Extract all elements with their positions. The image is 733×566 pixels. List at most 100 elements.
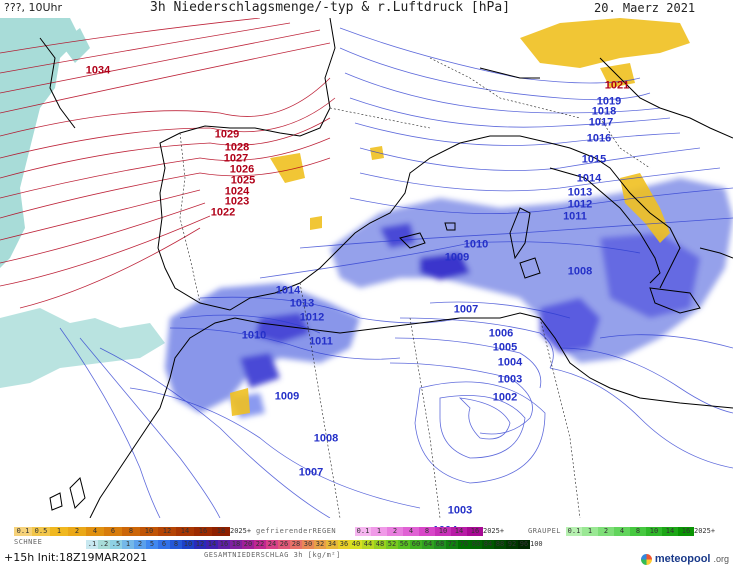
isobar-label-low: 1008 <box>567 265 593 278</box>
country-borders <box>179 57 651 518</box>
freezing_rain-legend-cell: 10 <box>435 527 451 536</box>
isobars-high <box>0 18 336 309</box>
total-legend-cell: 84 <box>482 540 494 549</box>
isobar-label-low: 1009 <box>444 251 470 264</box>
freezing_rain-legend-cell: 0.1 <box>355 527 371 536</box>
isobars-low <box>59 27 733 518</box>
total-legend-cell: 18 <box>230 540 242 549</box>
freezing_rain-legend-cell: 14 <box>451 527 467 536</box>
total-legend-cell: 5 <box>146 540 158 549</box>
snow-legend-cell: 2025+ <box>230 527 252 536</box>
map-title: 3h Niederschlagsmenge/-typ & r.Luftdruck… <box>150 0 511 15</box>
freezing_rain-legend-cell: 2 <box>387 527 403 536</box>
snow-legend-cell: 16 <box>194 527 212 536</box>
snow-legend-scale: 0.1 0.5 1 2 4 6 8 10 12 14 16 18 2025+ <box>14 527 252 536</box>
total-legend-cell: 64 <box>422 540 434 549</box>
meteopool-logo-icon <box>640 553 652 565</box>
isobar-label-low: 1006 <box>488 327 514 340</box>
total-precip-legend-name: GESAMTNIEDERSCHLAG 3h [kg/m²] <box>204 551 341 559</box>
total-legend-cell: 2 <box>134 540 146 549</box>
map-date: 20. Maerz 2021 <box>594 1 696 15</box>
isobar-label-low: 1013 <box>289 297 315 310</box>
total-legend-cell: 56 <box>398 540 410 549</box>
isobar-label-low: 1011 <box>563 210 587 223</box>
total-legend-cell: 72 <box>446 540 458 549</box>
total-legend-cell: 48 <box>374 540 386 549</box>
isobar-label-low: 1011 <box>309 335 333 348</box>
snow-legend-cell: 14 <box>176 527 194 536</box>
snow-legend-cell: 1 <box>50 527 68 536</box>
brand-name: meteopool <box>654 553 711 565</box>
freezing_rain-legend-cell: 1 <box>371 527 387 536</box>
total-legend-cell: 96 <box>518 540 530 549</box>
total-legend-cell: 28 <box>290 540 302 549</box>
total-legend-cell: 12 <box>194 540 206 549</box>
isobar-label-low: 1009 <box>274 390 300 403</box>
total-legend-cell: 68 <box>434 540 446 549</box>
total-legend-cell: 100 <box>530 540 543 549</box>
total-legend-cell: 26 <box>278 540 290 549</box>
total-legend-cell: 30 <box>302 540 314 549</box>
model-run-info: +15h Init:18Z19MAR2021 <box>4 551 148 564</box>
isobar-label-low: 1013 <box>567 186 593 199</box>
snow-legend-cell: 4 <box>86 527 104 536</box>
total-legend-cell: 76 <box>458 540 470 549</box>
brand-suffix: .org <box>713 554 729 564</box>
rain-area <box>165 178 733 418</box>
isobar-label-low: 1007 <box>298 466 324 479</box>
graupel-legend-cell: 14 <box>662 527 678 536</box>
graupel-legend-cell: 2025+ <box>694 527 716 536</box>
total-legend-cell: 44 <box>362 540 374 549</box>
total-legend-cell: 32 <box>314 540 326 549</box>
total-legend-cell: 80 <box>470 540 482 549</box>
isobar-label-low: 1014 <box>576 172 602 185</box>
total-legend-cell: 36 <box>338 540 350 549</box>
total-legend-cell: 20 <box>242 540 254 549</box>
freezing-rain-legend-name: gefrierenderREGEN <box>256 527 337 535</box>
precip-legend: 0.1 0.5 1 2 4 6 8 10 12 14 16 18 2025+ SCHNEE gefrie… <box>0 520 733 566</box>
pressure-precip-map <box>0 18 733 518</box>
isobar-label-low: 1007 <box>453 303 479 316</box>
total-legend-cell: 16 <box>218 540 230 549</box>
isobar-label-high: 1027 <box>223 152 249 165</box>
total-precip-legend-scale: .1.2.5 1 2 5 6 8 10 12 14 16 18 20 22 24 26 28 30 32 34 36 4… <box>86 540 543 549</box>
freezing_rain-legend-cell: 16 <box>467 527 483 536</box>
isobar-label-high: 1025 <box>230 174 256 187</box>
snow-legend-name: SCHNEE <box>14 538 43 546</box>
isobar-label-high: 1024 <box>224 185 250 198</box>
total-legend-cell: 24 <box>266 540 278 549</box>
isobar-label-low: 1012 <box>299 311 325 324</box>
isobar-label-low: 1005 <box>492 341 518 354</box>
graupel-legend-name: GRAUPEL <box>528 527 562 535</box>
isobar-label-low: 1012 <box>567 198 593 211</box>
isobar-label-high: 1023 <box>224 195 250 208</box>
graupel-legend-cell: 4 <box>614 527 630 536</box>
isobar-label-high: 1034 <box>85 64 111 77</box>
snow-legend-cell: 8 <box>122 527 140 536</box>
graupel-legend-scale: 0.1 1 2 4 8 10 14 16 2025+ <box>566 527 716 536</box>
coastlines <box>39 18 733 518</box>
total-legend-cell: 52 <box>386 540 398 549</box>
graupel-legend-cell: 16 <box>678 527 694 536</box>
freezing_rain-legend-cell: 8 <box>419 527 435 536</box>
graupel-legend-cell: 0.1 <box>566 527 582 536</box>
isobar-label-low: 1018 <box>591 105 617 118</box>
isobar-label-low: 1003 <box>497 373 523 386</box>
total-legend-cell: 34 <box>326 540 338 549</box>
total-legend-cell: .1 <box>86 540 98 549</box>
total-legend-cell: 1 <box>122 540 134 549</box>
isobar-label-low: 1002 <box>492 391 518 404</box>
total-legend-cell: 88 <box>494 540 506 549</box>
snow-legend-cell: 0.1 <box>14 527 32 536</box>
graupel-legend-cell: 1 <box>582 527 598 536</box>
snow-legend-cell: 12 <box>158 527 176 536</box>
isobar-label-high: 1029 <box>214 128 240 141</box>
graupel-legend-cell: 2 <box>598 527 614 536</box>
isobar-label-low: 1010 <box>463 238 489 251</box>
snow-legend-cell: 10 <box>140 527 158 536</box>
snow-legend-cell: 6 <box>104 527 122 536</box>
snow-area <box>0 18 165 388</box>
total-legend-cell: 14 <box>206 540 218 549</box>
isobar-label-low: 1017 <box>588 116 614 129</box>
meteopool-logo[interactable]: meteopool .org <box>640 553 729 565</box>
